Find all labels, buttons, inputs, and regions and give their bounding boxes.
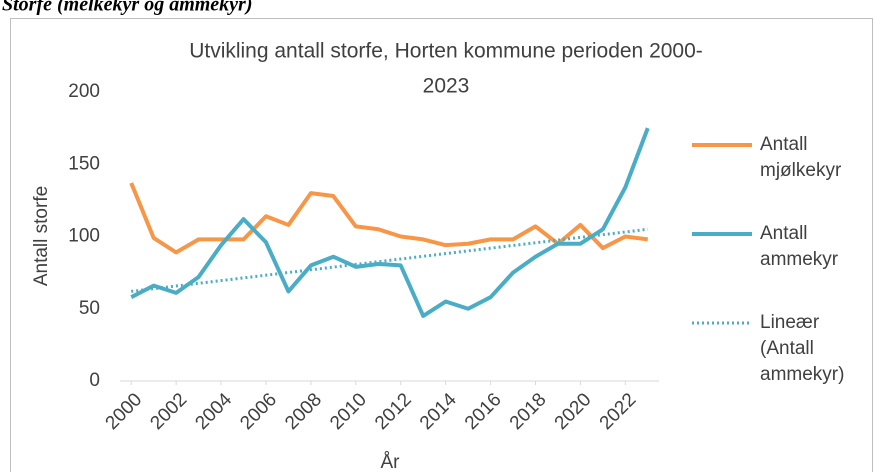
y-tick-label: 150 xyxy=(68,153,100,174)
chart-title: 2023 xyxy=(423,75,470,98)
y-tick-label: 200 xyxy=(68,81,100,102)
x-axis-label: År xyxy=(381,452,401,472)
x-tick-label: 2012 xyxy=(371,389,416,434)
y-tick-label: 50 xyxy=(79,298,100,319)
x-tick-label: 2000 xyxy=(102,389,147,434)
chart-border xyxy=(10,18,873,472)
y-tick-label: 0 xyxy=(89,370,100,391)
x-tick-label: 2020 xyxy=(551,389,596,434)
x-tick-label: 2022 xyxy=(596,389,641,434)
x-tick-label: 2016 xyxy=(461,389,506,434)
y-tick-label: 100 xyxy=(68,226,100,247)
x-tick-label: 2008 xyxy=(281,389,326,434)
chart-title: Utvikling antall storfe, Horten kommune … xyxy=(189,40,703,63)
series-line xyxy=(131,227,648,293)
x-tick-label: 2018 xyxy=(506,389,551,434)
series-line xyxy=(130,127,650,318)
x-tick-label: 2002 xyxy=(146,389,191,434)
caption: Storfe (melkekyr og ammekyr) xyxy=(2,0,253,16)
x-tick-label: 2010 xyxy=(326,389,371,434)
x-tick-label: 2004 xyxy=(191,389,236,434)
y-axis-label: Antall storfe xyxy=(31,186,52,286)
legend-label: Lineær (Antall ammekyr) xyxy=(760,312,844,385)
x-tick-label: 2006 xyxy=(236,389,281,434)
legend-label: Antall mjølkekyr xyxy=(760,134,842,181)
series-line xyxy=(129,182,649,255)
legend-label: Antall ammekyr xyxy=(760,223,839,270)
x-tick-label: 2014 xyxy=(416,389,461,434)
